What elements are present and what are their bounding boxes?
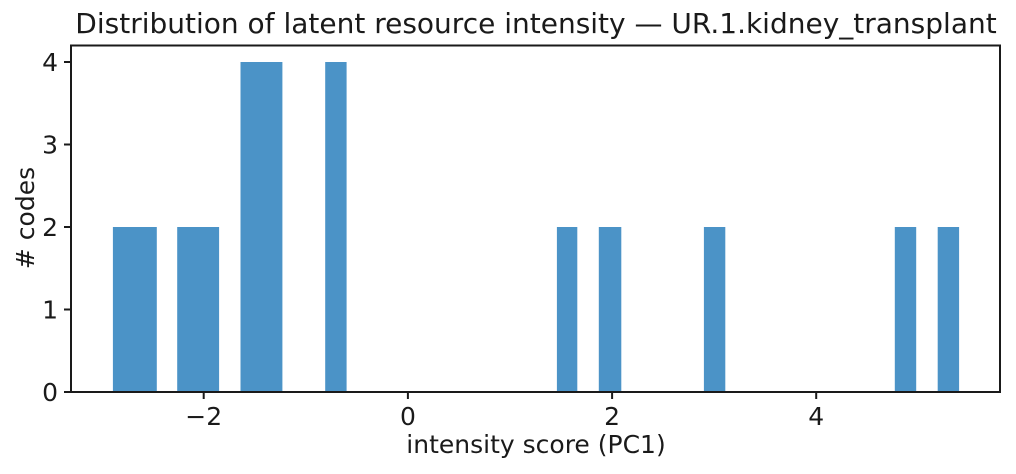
- plot-border: [70, 44, 1001, 393]
- histogram-bar: [112, 227, 157, 392]
- x-axis: −2 0 2 4: [185, 393, 824, 431]
- histogram-bar: [598, 227, 622, 392]
- y-axis-label: # codes: [11, 167, 40, 269]
- histogram-bar: [556, 227, 578, 392]
- x-tick-label: 4: [808, 402, 824, 431]
- x-tick-label: 0: [400, 402, 416, 431]
- x-tick-label: 2: [604, 402, 620, 431]
- histogram-bar: [703, 227, 726, 392]
- histogram-bar: [937, 227, 960, 392]
- y-tick-label: 4: [42, 48, 58, 77]
- bars-group: [112, 62, 960, 392]
- histogram-bar: [177, 227, 220, 392]
- chart-title: Distribution of latent resource intensit…: [75, 7, 996, 40]
- x-axis-label: intensity score (PC1): [406, 430, 665, 459]
- y-tick-label: 2: [42, 213, 58, 242]
- y-tick-label: 0: [42, 378, 58, 407]
- x-tick-label: −2: [185, 402, 222, 431]
- y-axis: 0 1 2 3 4: [42, 48, 70, 407]
- histogram-bar: [894, 227, 917, 392]
- y-tick-label: 1: [42, 296, 58, 325]
- histogram-bar: [240, 62, 283, 392]
- y-tick-label: 3: [42, 131, 58, 160]
- histogram-bar: [325, 62, 347, 392]
